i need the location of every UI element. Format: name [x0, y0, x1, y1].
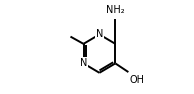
Text: N: N: [80, 58, 87, 68]
Text: NH₂: NH₂: [106, 5, 125, 15]
Text: N: N: [96, 29, 103, 39]
Text: OH: OH: [130, 75, 145, 85]
